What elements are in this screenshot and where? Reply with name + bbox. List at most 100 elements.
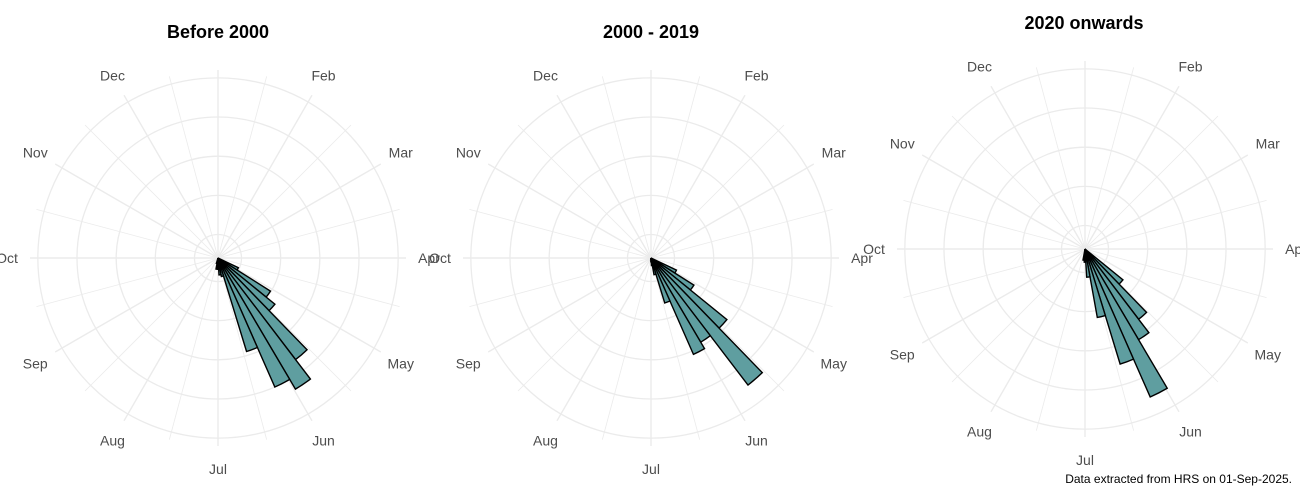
month-label: Jun xyxy=(312,433,335,449)
grid-spoke xyxy=(487,257,652,353)
month-label: Aug xyxy=(100,433,125,449)
grid-spoke xyxy=(650,208,833,259)
month-label: Sep xyxy=(456,356,481,372)
grid-spoke xyxy=(517,124,652,259)
grid-spoke xyxy=(469,257,652,308)
grid-spoke xyxy=(84,257,219,392)
month-label: Nov xyxy=(456,145,481,161)
grid-spoke xyxy=(990,85,1086,250)
grid-spoke xyxy=(517,257,652,392)
grid-spoke xyxy=(601,76,652,259)
polar-bar xyxy=(1082,248,1086,262)
month-label: Aug xyxy=(967,424,992,440)
polar-bar xyxy=(1084,248,1107,319)
panel-title: Before 2000 xyxy=(167,22,269,42)
grid-spoke xyxy=(217,208,400,259)
data-source-caption: Data extracted from HRS on 01-Sep-2025. xyxy=(1065,472,1292,486)
grid-spoke xyxy=(601,257,652,440)
grid-spoke xyxy=(921,248,1086,344)
grid-spoke xyxy=(84,124,219,259)
grid-spoke xyxy=(217,94,313,259)
grid-spoke xyxy=(1084,248,1249,344)
month-label: Mar xyxy=(389,145,413,161)
panel-title: 2020 onwards xyxy=(1024,13,1143,33)
polar-bar xyxy=(215,257,219,265)
polar-bar xyxy=(217,257,259,353)
month-label: Aug xyxy=(533,433,558,449)
grid-spoke xyxy=(217,124,352,259)
grid-spoke xyxy=(1084,199,1267,250)
polar-bar xyxy=(650,257,671,304)
grid-spoke xyxy=(903,248,1086,299)
grid-spoke xyxy=(36,257,219,308)
polar-bar xyxy=(217,257,312,391)
month-label: Mar xyxy=(822,145,846,161)
month-label: Feb xyxy=(311,67,335,83)
grid-spoke xyxy=(1084,67,1135,250)
month-label: Oct xyxy=(863,241,885,257)
grid-spoke xyxy=(168,76,219,259)
panel-before-2000: Before 2000 Feb Mar Apr May Jun Jul Aug Sep Oct N… xyxy=(0,22,440,477)
grid-spoke xyxy=(1084,115,1219,250)
grid-spoke xyxy=(921,154,1086,250)
grid-spoke xyxy=(217,163,382,259)
month-label: Feb xyxy=(744,67,768,83)
month-label: May xyxy=(821,356,847,372)
grid-spoke xyxy=(650,76,701,259)
panel-title: 2000 - 2019 xyxy=(603,22,699,42)
polar-bar xyxy=(1084,248,1169,398)
panel-2020-onwards: 2020 onwards Feb Mar Apr May Jun Jul Aug Sep Oct… xyxy=(863,13,1300,468)
panel-2000-2019: 2000 - 2019 Feb Mar Apr May Jun Jul Aug Sep Oct N… xyxy=(429,22,873,477)
month-label: Dec xyxy=(967,58,992,74)
month-label: Jul xyxy=(209,461,227,477)
month-label: Jun xyxy=(1179,424,1202,440)
grid-spoke xyxy=(123,94,219,259)
month-label: Dec xyxy=(533,67,558,83)
grid-spoke xyxy=(217,257,268,440)
polar-bar xyxy=(650,257,764,387)
month-label: Jul xyxy=(1076,452,1094,468)
month-label: Dec xyxy=(100,67,125,83)
grid-spoke xyxy=(556,94,652,259)
grid-spoke xyxy=(123,257,219,422)
grid-spoke xyxy=(903,199,1086,250)
month-label: May xyxy=(1255,347,1281,363)
grid-spoke xyxy=(487,163,652,259)
grid-spoke xyxy=(217,257,382,353)
grid-spoke xyxy=(1035,67,1086,250)
grid-spoke xyxy=(1084,154,1249,250)
month-label: Mar xyxy=(1256,136,1280,152)
grid-spoke xyxy=(650,257,701,440)
month-label: Nov xyxy=(23,145,48,161)
grid-spoke xyxy=(36,208,219,259)
month-label: Apr xyxy=(851,250,873,266)
polar-bar xyxy=(650,257,706,356)
grid-spoke xyxy=(650,94,746,259)
grid-spoke xyxy=(168,257,219,440)
grid-spoke xyxy=(650,163,815,259)
month-label: Nov xyxy=(890,136,915,152)
month-label: May xyxy=(388,356,414,372)
grid-spoke xyxy=(54,257,219,353)
grid-spoke xyxy=(951,248,1086,383)
month-label: Oct xyxy=(429,250,451,266)
grid-spoke xyxy=(1084,248,1267,299)
grid-spoke xyxy=(1084,85,1180,250)
grid-spoke xyxy=(650,257,833,308)
month-label: Sep xyxy=(23,356,48,372)
grid-spoke xyxy=(951,115,1086,250)
polar-bar xyxy=(1084,248,1135,365)
month-label: Oct xyxy=(0,250,18,266)
month-label: Sep xyxy=(890,347,915,363)
polar-bar xyxy=(217,257,291,388)
grid-spoke xyxy=(556,257,652,422)
grid-spoke xyxy=(650,124,785,259)
month-label: Jul xyxy=(642,461,660,477)
grid-spoke xyxy=(1035,248,1086,431)
month-label: Apr xyxy=(1285,241,1300,257)
month-label: Feb xyxy=(1178,58,1202,74)
month-label: Jun xyxy=(745,433,768,449)
grid-spoke xyxy=(54,163,219,259)
grid-spoke xyxy=(217,76,268,259)
